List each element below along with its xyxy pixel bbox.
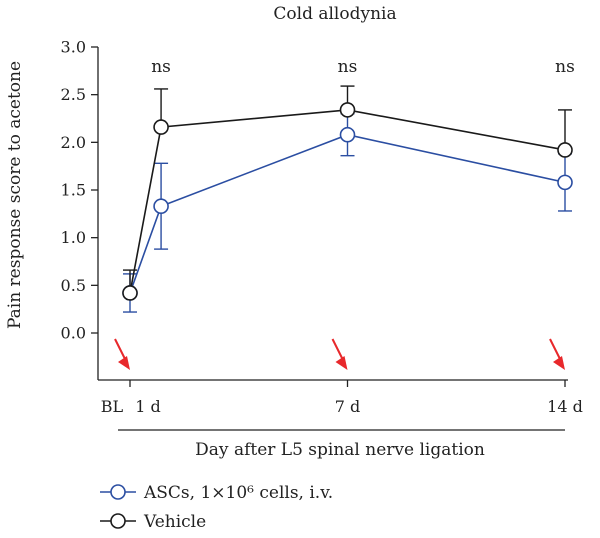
injection-arrow (331, 338, 348, 370)
arrow-head (118, 356, 130, 370)
arrow-head (553, 356, 565, 370)
y-tick-label: 1.5 (61, 181, 86, 200)
legend-label: Vehicle (143, 512, 206, 532)
x-tick-label: 1 d (135, 397, 161, 416)
legend-item-vehicle: Vehicle (100, 512, 206, 532)
legend-label: ASCs, 1×10⁶ cells, i.v. (143, 483, 333, 503)
series-ascs (122, 113, 573, 313)
annotations: ns ns ns (151, 57, 575, 77)
legend: ASCs, 1×10⁶ cells, i.v. Vehicle (100, 483, 333, 532)
significance-label: ns (555, 57, 575, 77)
arrow-head (335, 356, 348, 370)
chart-title: Cold allodynia (273, 4, 396, 24)
arrow-shaft (331, 338, 345, 362)
legend-item-ascs: ASCs, 1×10⁶ cells, i.v. (100, 483, 333, 503)
significance-label: ns (151, 57, 171, 77)
series-line (129, 133, 566, 294)
axes: 0.0 0.5 1.0 1.5 2.0 2.5 3.0 BL 1 d 7 d 14 d (61, 38, 583, 431)
y-axis-title: Pain response score to acetone (5, 61, 25, 329)
y-tick-label: 1.0 (61, 228, 86, 247)
data-point (557, 174, 573, 191)
x-axis-title: Day after L5 spinal nerve ligation (195, 440, 485, 460)
legend-marker (110, 484, 126, 500)
data-point (557, 142, 573, 158)
injection-arrow (114, 338, 130, 370)
data-point (153, 119, 169, 135)
y-tick-label: 0.5 (61, 276, 86, 295)
data-point (122, 285, 138, 301)
injection-arrow (549, 338, 565, 370)
series-vehicle (122, 85, 573, 301)
x-tick-label: 7 d (335, 397, 361, 416)
x-tick-label: BL (101, 397, 124, 416)
significance-label: ns (338, 57, 358, 77)
arrow-shaft (114, 338, 127, 362)
legend-marker (110, 513, 126, 529)
y-tick-label: 3.0 (61, 38, 86, 57)
data-point (339, 102, 356, 118)
y-tick-label: 2.5 (61, 85, 86, 104)
series-line (129, 109, 566, 294)
x-tick-label: 14 d (547, 397, 583, 416)
arrows (114, 338, 565, 370)
y-tick-label: 0.0 (61, 324, 86, 343)
data-point (339, 126, 356, 143)
data-point (153, 198, 169, 215)
y-tick-label: 2.0 (61, 133, 86, 152)
series-group (122, 85, 573, 313)
arrow-shaft (549, 338, 562, 362)
